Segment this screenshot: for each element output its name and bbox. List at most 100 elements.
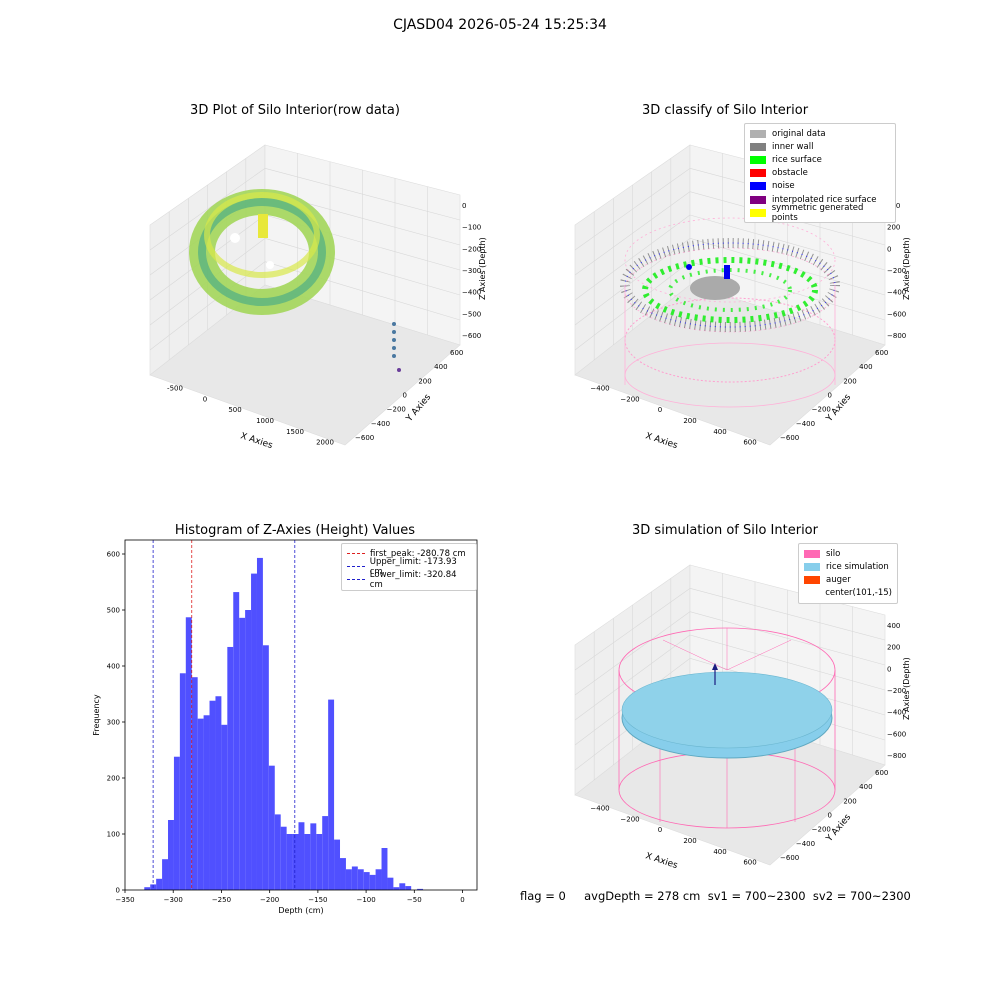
classify-ztick-label: −400 (887, 289, 906, 297)
classify-xtick-label: −200 (620, 395, 639, 403)
histogram-xtick-label: −50 (407, 896, 422, 904)
simulation-ztick-label: 400 (887, 622, 900, 630)
histogram-ytick-label: 0 (116, 887, 120, 895)
histogram-ytick-label: 400 (107, 663, 120, 671)
raw-ztick-label: −500 (462, 310, 481, 318)
classify-zlabel: Z Axies (Depth) (902, 237, 911, 300)
histogram-xtick-label: −300 (164, 896, 183, 904)
classify-ytick-label: −200 (812, 406, 831, 414)
simulation-legend-swatch (804, 575, 820, 584)
classify-xtick-label: 400 (713, 428, 726, 436)
histogram-legend-label: Lower_limit: -320.84 cm (369, 569, 457, 590)
simulation-ytick-label: 600 (875, 769, 888, 777)
histogram-bar (328, 699, 335, 890)
classify-plot-title: 3D classify of Silo Interior (641, 103, 809, 118)
histogram-bar (405, 886, 412, 890)
classify-xlabel: X Axies (644, 431, 679, 451)
histogram-ytick-label: 100 (107, 831, 120, 839)
classify-legend-item: symmetric generated points (750, 203, 890, 223)
histogram-bar (251, 573, 257, 890)
histogram-xtick-label: −100 (356, 896, 375, 904)
raw-3d-plot: -50005001000150020006004002000−200−400−6… (149, 144, 487, 451)
raw-ztick-label: −300 (462, 267, 481, 275)
histogram-xtick-label: −150 (308, 896, 327, 904)
classify-legend-swatch (750, 182, 766, 191)
status-line: flag = 0 avgDepth = 278 cm sv1 = 700~230… (520, 889, 911, 903)
histogram-bar (185, 617, 192, 890)
simulation-legend-swatch (804, 549, 820, 558)
histogram-bar (197, 718, 204, 890)
histogram-legend-line-sample (347, 553, 365, 555)
raw-xtick-label: 0 (203, 395, 207, 403)
histogram-bar (274, 814, 281, 890)
classify-legend-label: interpolated rice surface (772, 194, 877, 205)
classify-ytick-label: 200 (843, 377, 856, 385)
raw-ztick-label: −400 (462, 289, 481, 297)
histogram-bar (221, 724, 228, 890)
histogram-bar (399, 883, 406, 890)
histogram-bar (179, 673, 186, 890)
raw-xtick-label: 1500 (286, 428, 304, 436)
classify-ztick-label: 200 (887, 224, 900, 232)
classify-legend-swatch (750, 129, 766, 138)
raw-ztick-label: −100 (462, 224, 481, 232)
histogram-bar (262, 645, 269, 890)
classify-legend: original data inner wall rice surface obsta… (744, 123, 896, 224)
histogram-bar (215, 696, 222, 890)
simulation-legend-swatch (804, 589, 819, 597)
simulation-legend-label: silo (826, 548, 841, 559)
classify-legend-label: symmetric generated points (771, 202, 864, 223)
histogram-bar (310, 823, 317, 890)
simulation-legend-item: rice simulation (804, 560, 892, 573)
raw-xtick-label: 500 (228, 406, 241, 414)
simulation-ztick-label: 0 (887, 665, 891, 673)
raw-ztick-label: 0 (462, 202, 466, 210)
simulation-xtick-label: 600 (743, 859, 756, 867)
raw-ytick-label: −400 (371, 420, 390, 428)
simulation-ztick-label: 200 (887, 644, 900, 652)
histogram-bar (345, 869, 352, 890)
histogram-legend-item: first_peak: -280.78 cm (347, 547, 471, 560)
simulation-legend-item: auger (804, 573, 892, 586)
histogram-bar (417, 888, 424, 890)
histogram-bar (168, 820, 174, 890)
raw-xtick-label: 1000 (256, 417, 274, 425)
simulation-ytick-label: −400 (796, 840, 815, 848)
classify-legend-item: noise (750, 180, 890, 193)
histogram-xtick-label: 0 (460, 896, 464, 904)
classify-ytick-label: 600 (875, 349, 888, 357)
classify-ytick-label: −600 (780, 434, 799, 442)
histogram-legend-item: Lower_limit: -320.84 cm (347, 570, 471, 590)
histogram-legend-item: Upper_limit: -173.93 cm (347, 557, 471, 577)
histogram-bar (233, 592, 240, 890)
simulation-zlabel: Z Axies (Depth) (902, 657, 911, 720)
histogram-title: Histogram of Z-Axies (Height) Values (174, 523, 416, 538)
histogram-bar (381, 848, 388, 890)
classify-xtick-label: 0 (658, 406, 662, 414)
classify-legend-swatch (750, 142, 766, 151)
histogram-bar (387, 877, 394, 890)
histogram-bar (369, 874, 376, 890)
simulation-ytick-label: −600 (780, 854, 799, 862)
raw-ytick-label: 600 (450, 349, 463, 357)
simulation-legend-label: center(101,-15) (825, 588, 892, 599)
simulation-ztick-label: −400 (887, 709, 906, 717)
classify-legend-item: inner wall (750, 140, 890, 153)
classify-legend-label: inner wall (772, 141, 814, 152)
histogram-xlabel: Depth (cm) (278, 906, 323, 915)
classify-3d-plot: −400−20002004006006004002000−200−400−600… (574, 144, 911, 451)
histogram-bar (375, 869, 382, 890)
histogram-bar (162, 859, 169, 890)
histogram-bar (280, 826, 287, 890)
classify-legend-label: rice surface (772, 154, 822, 165)
histogram-ylabel: Frequency (92, 694, 101, 736)
classify-legend-label: obstacle (772, 168, 808, 179)
raw-ytick-label: −600 (355, 434, 374, 442)
simulation-ytick-label: −200 (812, 826, 831, 834)
classify-ztick-label: −600 (887, 310, 906, 318)
simulation-xtick-label: 200 (683, 837, 696, 845)
simulation-legend-item: center(101,-15) (804, 587, 892, 600)
histogram-chart: −350 −300 −250 −200 −150 −100 −50 0 0 100 200 300 40… (92, 539, 478, 915)
histogram-bar (268, 765, 275, 890)
histogram-bar (334, 839, 341, 890)
